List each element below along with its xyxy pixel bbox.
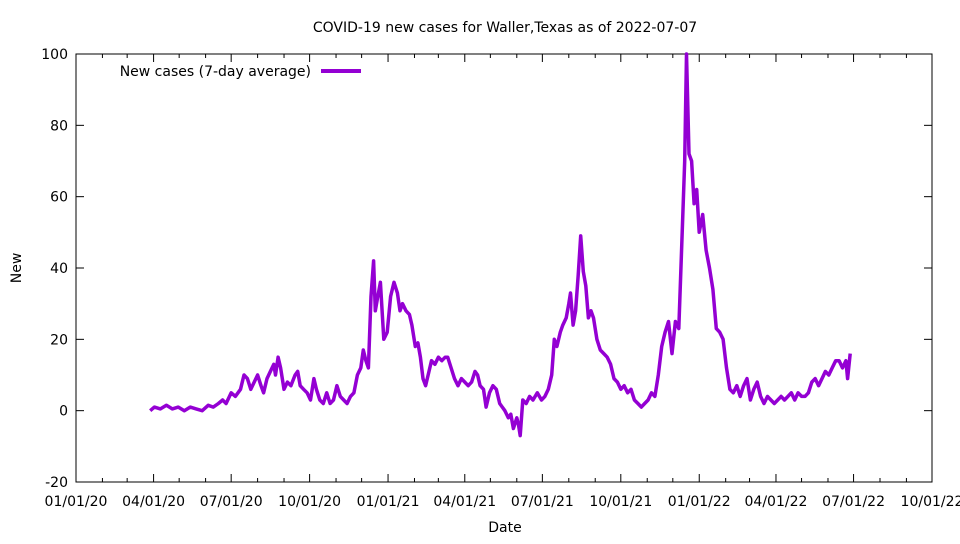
- x-tick-label: 04/01/20: [122, 494, 185, 510]
- y-axis-label: New: [9, 253, 25, 284]
- series-line: [149, 52, 852, 438]
- x-tick-label: 07/01/20: [200, 494, 263, 510]
- plot-frame: [75, 53, 933, 483]
- y-axis: -20 0 20 40 60 80 100: [41, 47, 932, 491]
- legend: New cases (7-day average): [120, 64, 361, 80]
- x-tick-label: 01/01/20: [45, 494, 108, 510]
- x-tick-label: 01/01/21: [357, 494, 420, 510]
- x-axis: 01/01/20 04/01/20 07/01/20 10/01/20 01/01/21…: [45, 54, 960, 510]
- y-tick-label: 60: [50, 190, 68, 206]
- y-tick-label: 100: [41, 47, 68, 63]
- y-tick-label: 0: [59, 404, 68, 420]
- x-tick-label: 04/01/21: [433, 494, 496, 510]
- x-tick-label: 10/01/20: [278, 494, 341, 510]
- legend-label: New cases (7-day average): [120, 64, 311, 80]
- x-tick-label: 07/01/22: [822, 494, 885, 510]
- x-tick-label: 01/01/22: [668, 494, 731, 510]
- x-tick-label: 04/01/22: [745, 494, 808, 510]
- y-tick-label: 80: [50, 118, 68, 134]
- x-tick-label: 10/01/22: [901, 494, 960, 510]
- x-tick-label: 07/01/21: [511, 494, 574, 510]
- chart-title: COVID-19 new cases for Waller,Texas as o…: [313, 20, 697, 36]
- x-axis-label: Date: [488, 520, 521, 536]
- y-tick-label: -20: [45, 475, 68, 491]
- y-tick-label: 40: [50, 261, 68, 277]
- series-layer: [149, 52, 852, 438]
- x-tick-label: 10/01/21: [589, 494, 652, 510]
- y-tick-label: 20: [50, 332, 68, 348]
